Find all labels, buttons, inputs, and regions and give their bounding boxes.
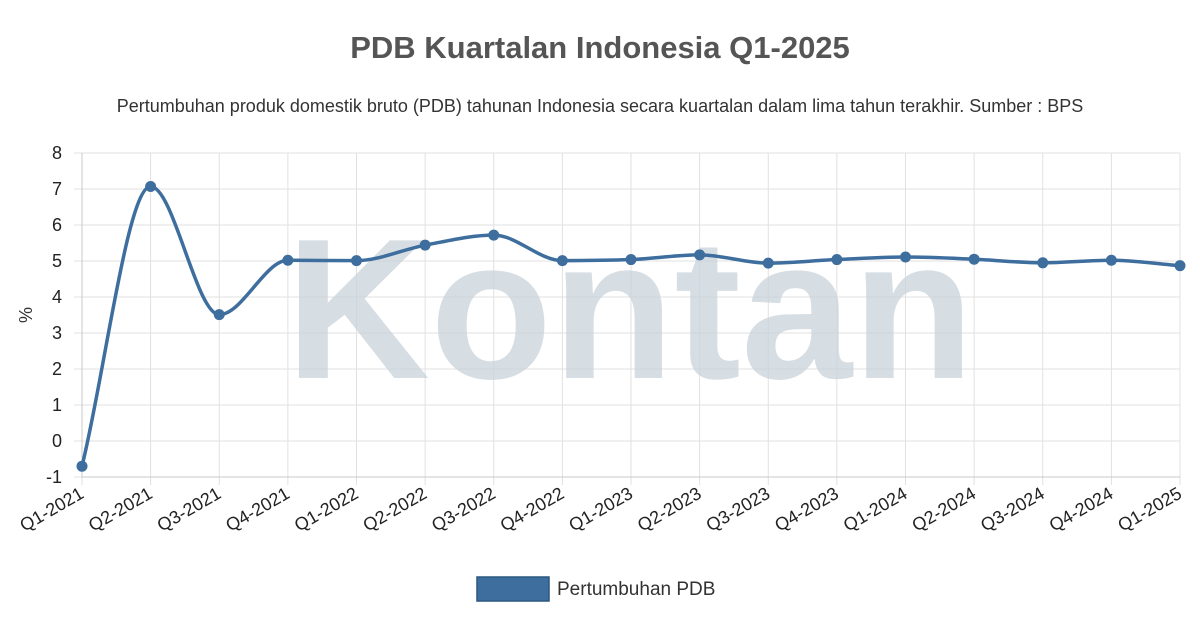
y-tick-label: 5	[52, 251, 62, 271]
chart-subtitle: Pertumbuhan produk domestik bruto (PDB) …	[116, 96, 1084, 116]
x-tick-labels: Q1-2021Q2-2021Q3-2021Q4-2021Q1-2022Q2-20…	[16, 483, 1185, 535]
x-tick-label: Q2-2024	[908, 483, 979, 535]
data-point	[1037, 257, 1049, 269]
x-tick-label: Q1-2025	[1114, 483, 1185, 535]
y-tick-label: 8	[52, 143, 62, 163]
legend[interactable]: Pertumbuhan PDB	[476, 576, 715, 602]
chart-title: PDB Kuartalan Indonesia Q1-2025	[350, 30, 850, 65]
axes	[81, 153, 1180, 478]
y-tick-labels: -1 0 1 2 3 4 5 6 7 8	[46, 143, 62, 487]
data-point	[968, 253, 980, 265]
x-tick-label: Q3-2022	[428, 483, 499, 535]
data-point	[556, 255, 568, 267]
y-tick-label: 2	[52, 359, 62, 379]
data-point	[625, 254, 637, 266]
series-layer	[76, 180, 1186, 472]
x-tick-label: Q4-2021	[222, 483, 293, 535]
x-tick-label: Q4-2023	[771, 483, 842, 535]
data-point	[488, 229, 500, 241]
data-point	[900, 251, 911, 263]
x-tick-label: Q1-2022	[291, 483, 362, 535]
y-tick-label: 3	[52, 323, 62, 343]
data-point	[213, 309, 225, 321]
data-point	[76, 460, 88, 472]
x-tick-label: Q3-2024	[977, 483, 1048, 535]
x-tick-label: Q2-2022	[359, 483, 430, 535]
data-point	[419, 239, 431, 251]
y-tick-label: 0	[52, 431, 62, 451]
data-point	[831, 254, 843, 266]
x-tick-label: Q4-2024	[1046, 483, 1117, 535]
data-point	[145, 180, 157, 192]
x-tick-label: Q2-2021	[85, 483, 156, 535]
x-tick-label: Q1-2023	[565, 483, 636, 535]
legend-swatch[interactable]	[476, 576, 550, 602]
x-tick-label: Q3-2021	[154, 483, 225, 535]
x-tick-label: Q1-2024	[840, 483, 911, 535]
data-point	[282, 254, 294, 266]
x-tick-label: Q2-2023	[634, 483, 705, 535]
x-tick-label: Q4-2022	[497, 483, 568, 535]
data-point	[351, 255, 362, 267]
watermark-logo: Kontan	[286, 198, 975, 421]
y-tick-label: 6	[52, 215, 62, 235]
data-point	[1105, 254, 1117, 266]
y-axis-label: %	[16, 307, 36, 323]
data-point	[1174, 260, 1186, 272]
data-point	[762, 257, 774, 269]
x-tick-label: Q1-2021	[16, 483, 87, 535]
y-tick-label: 1	[52, 395, 62, 415]
y-tick-label: -1	[46, 467, 62, 487]
y-tick-label: 4	[52, 287, 62, 307]
legend-label[interactable]: Pertumbuhan PDB	[557, 579, 715, 600]
x-tick-label: Q3-2023	[703, 483, 774, 535]
data-point	[694, 249, 706, 261]
y-tick-label: 7	[52, 179, 62, 199]
